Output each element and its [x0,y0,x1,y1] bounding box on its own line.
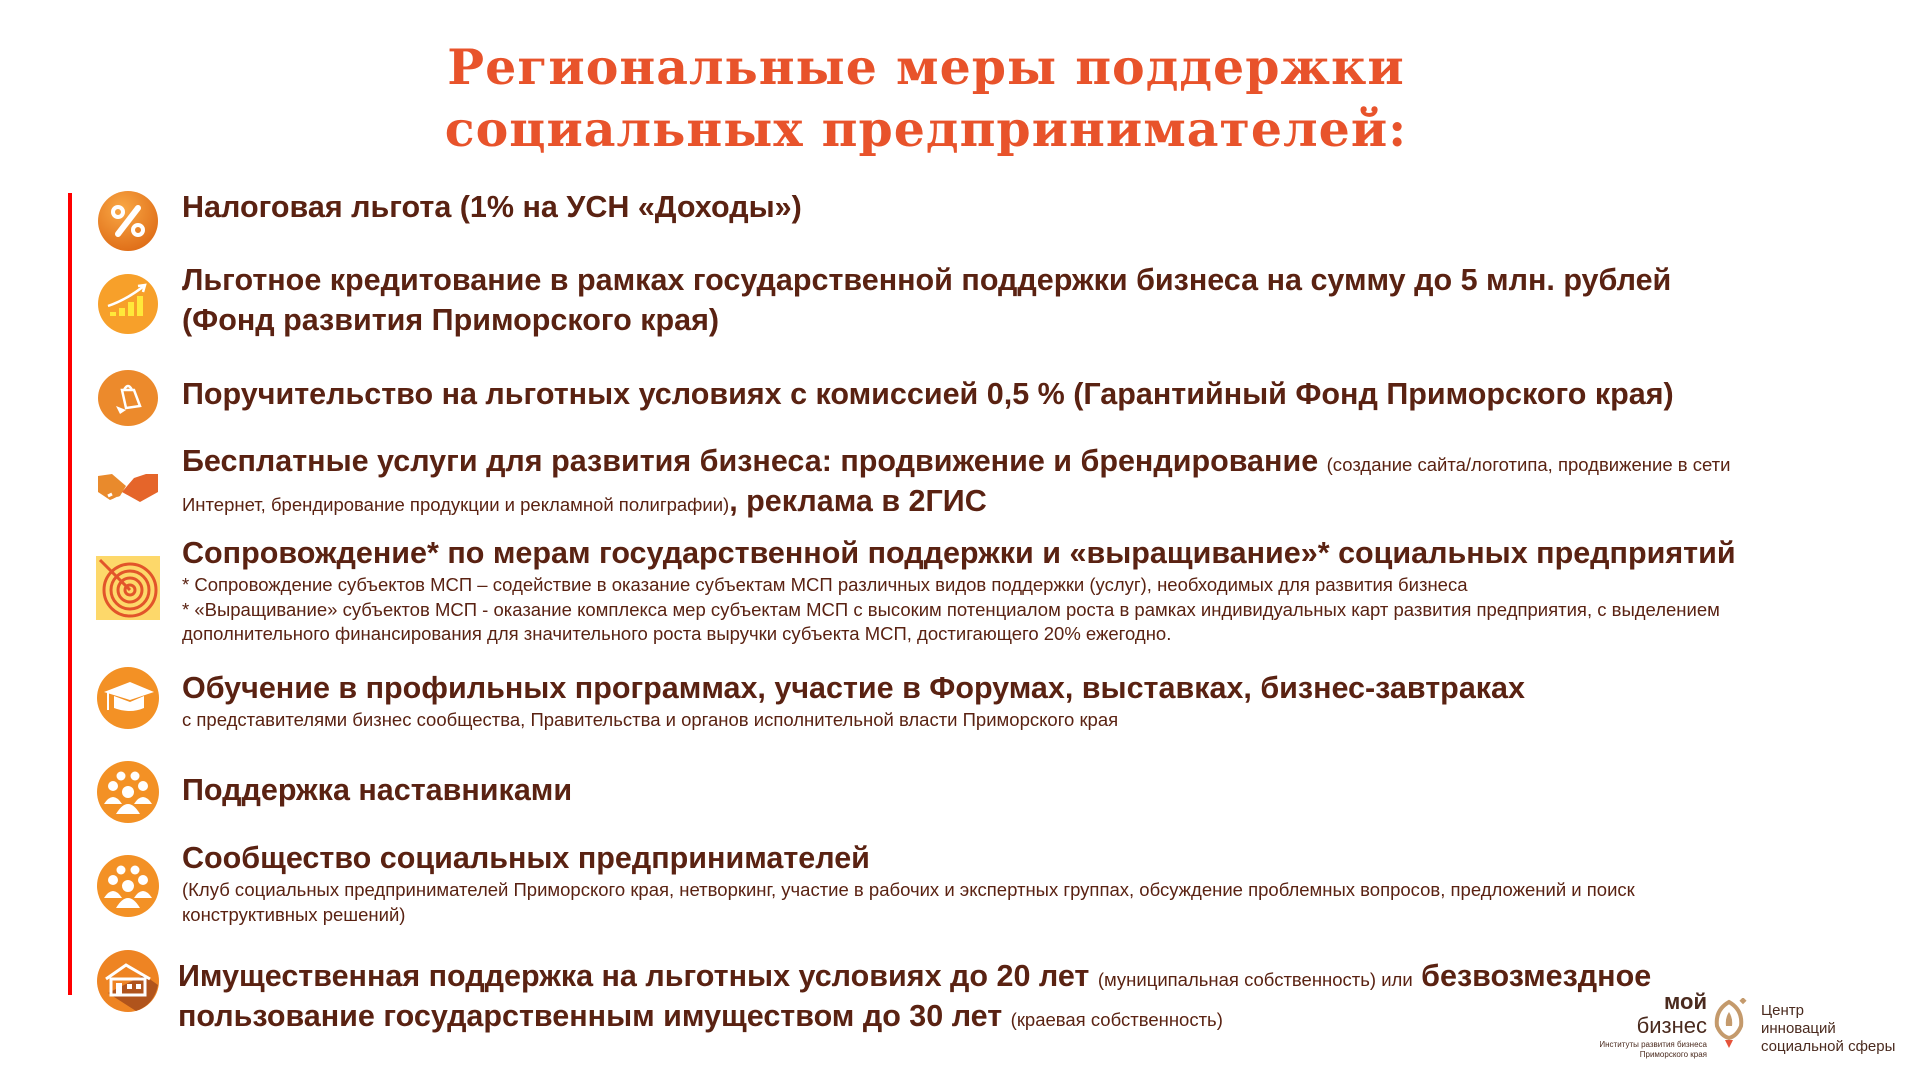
item-text-2: (Фонд развития Приморского края) [182,303,720,337]
item-text-3: пользование государственным имуществом д… [178,999,1003,1033]
logo-center-text: Центр инноваций социальной сферы [1761,1002,1895,1056]
item-text: Поручительство на льготных условиях с ко… [182,377,1674,411]
item-text: Имущественная поддержка на льготных усло… [178,959,1090,993]
target-icon [96,556,160,620]
page-title: Региональные меры поддержки социальных п… [0,36,1852,160]
item-note: (муниципальная собственность) или [1097,969,1413,990]
handshake-icon [98,474,158,504]
logo-moy: мой [1664,989,1707,1014]
item-property: Имущественная поддержка на льготных усло… [178,956,1651,1036]
item-note: * «Выращивание» субъектов МСП - оказание… [182,598,1720,620]
logo-center-line: инноваций [1761,1020,1836,1037]
footer-logo: мой бизнес Институты развития бизнеса При… [1595,990,1915,1070]
growth-chart-icon [98,274,158,334]
people-group-icon [97,855,159,917]
item-text: Льготное кредитование в рамках государст… [182,263,1672,297]
item-text: Сообщество социальных предпринимателей [182,841,870,875]
logo-institutes-line: Институты развития бизнеса [1599,1040,1707,1049]
item-text-2: безвозмездное [1421,959,1652,993]
item-guarantee: Поручительство на льготных условиях с ко… [182,374,1674,414]
logo-center-line: Центр [1761,1002,1804,1019]
accent-line [68,193,72,995]
percent-icon [98,191,158,251]
title-line-2: социальных предпринимателей: [444,100,1408,158]
money-bag-hand-icon [98,370,158,426]
item-text: Налоговая льгота (1% на УСН «Доходы») [182,190,802,224]
item-tax-benefit: Налоговая льгота (1% на УСН «Доходы») [182,187,802,227]
logo-biznes: бизнес [1636,1013,1707,1038]
graduation-cap-icon [97,667,159,729]
item-note: (Клуб социальных предпринимателей Примор… [182,879,1635,900]
item-community: Сообщество социальных предпринимателей (… [182,838,1635,927]
title-line-1: Региональные меры поддержки [447,38,1405,96]
item-mentors: Поддержка наставниками [182,770,572,810]
item-text-2: , реклама в 2ГИС [729,484,987,518]
item-note-2: конструктивных решений) [182,903,406,925]
item-text: Бесплатные услуги для развития бизнеса: … [182,444,1319,478]
house-icon [97,950,159,1012]
item-note: дополнительного финансирования для значи… [182,623,1172,644]
people-group-icon [97,761,159,823]
item-text: Обучение в профильных программах, участи… [182,671,1525,705]
item-text: Сопровождение* по мерам государственной … [182,536,1736,570]
item-note-2: Интернет, брендирование продукции и рекл… [182,494,730,515]
item-note: (создание сайта/логотипа, продвижение в … [1326,454,1731,475]
item-free-services: Бесплатные услуги для развития бизнеса: … [182,441,1730,521]
logo-region-line: Приморского края [1639,1050,1707,1059]
item-preferential-credit: Льготное кредитование в рамках государст… [182,260,1671,340]
logo-institutes: Институты развития бизнеса Приморского кр… [1595,1040,1707,1060]
rocket-pin-icon [1714,998,1747,1048]
logo-center-line: социальной сферы [1761,1038,1896,1055]
item-note: * Сопровождение субъектов МСП – содейств… [182,574,1468,595]
item-note-2: (краевая собственность) [1010,1009,1223,1030]
item-text: Поддержка наставниками [182,773,573,807]
item-note: с представителями бизнес сообщества, Пра… [182,709,1119,730]
item-training: Обучение в профильных программах, участи… [182,668,1525,733]
item-support-growth: Сопровождение* по мерам государственной … [182,533,1736,647]
